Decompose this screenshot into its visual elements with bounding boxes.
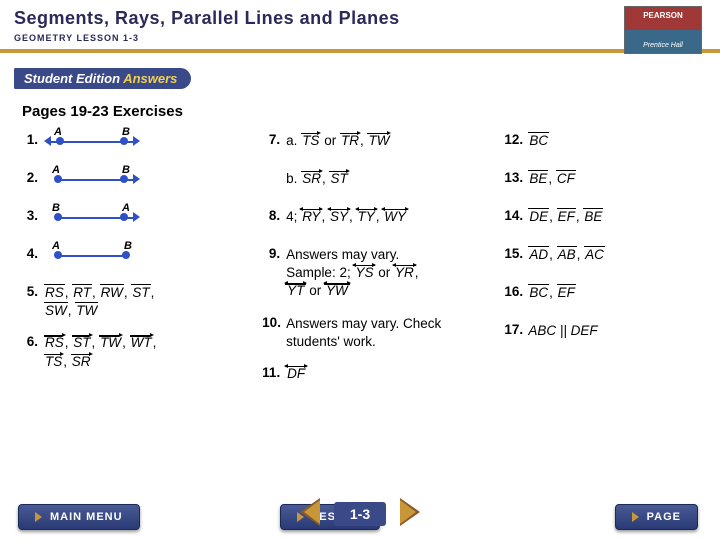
answer-8: 4; RY, SY, TY, WY: [286, 208, 492, 226]
answer-15: AD, AB, AC: [528, 246, 700, 264]
title-underline: [0, 49, 720, 53]
exercise-2: 2. AB: [20, 170, 250, 194]
exercise-7b: b. SR, ST: [262, 170, 492, 194]
main-menu-button[interactable]: MAIN MENU: [18, 504, 140, 530]
exercise-10: 10. Answers may vary. Check students' wo…: [262, 315, 492, 351]
segment-diagram-AB: AB: [44, 246, 140, 264]
column-1: 1. AB 2. AB: [20, 132, 250, 403]
lesson-badge[interactable]: 1-3: [300, 492, 420, 536]
answer-7a: a. TS or TR, TW: [286, 132, 492, 150]
line-diagram-AB: AB: [44, 132, 140, 150]
exercise-1: 1. AB: [20, 132, 250, 156]
exercise-5: 5. RS, RT, RW, ST, SW, TW: [20, 284, 250, 320]
exercise-14: 14. DE, EF, BE: [504, 208, 700, 232]
section-title: Pages 19-23 Exercises: [22, 103, 720, 120]
answer-9: Answers may vary. Sample: 2; YS or YR, Y…: [286, 246, 492, 301]
slide: Segments, Rays, Parallel Lines and Plane…: [0, 0, 720, 540]
exercise-7a: 7. a. TS or TR, TW: [262, 132, 492, 156]
ray-diagram-AB: AB: [44, 170, 140, 188]
ray-diagram-BA: BA: [44, 208, 140, 226]
publisher-logo: PEARSON Prentice Hall: [624, 6, 702, 54]
lesson-number: 1-3: [334, 502, 386, 526]
exercises-content: 1. AB 2. AB: [0, 132, 720, 403]
exercise-3: 3. BA: [20, 208, 250, 232]
answer-13: BE, CF: [528, 170, 700, 188]
column-3: 12. BC 13. BE, CF 14. DE, EF, BE 15. AD,…: [504, 132, 700, 403]
answer-5: RS, RT, RW, ST, SW, TW: [44, 284, 250, 320]
exercise-13: 13. BE, CF: [504, 170, 700, 194]
exercise-4: 4. AB: [20, 246, 250, 270]
answer-16: BC, EF: [528, 284, 700, 302]
answer-6: RS, ST, TW, WT, TS, SR: [44, 334, 250, 370]
exercise-11: 11. DF: [262, 365, 492, 389]
exercise-12: 12. BC: [504, 132, 700, 156]
student-edition-banner: Student Edition Answers: [14, 68, 191, 89]
answer-7b: b. SR, ST: [286, 170, 492, 188]
exercise-15: 15. AD, AB, AC: [504, 246, 700, 270]
answer-10: Answers may vary. Check students' work.: [286, 315, 492, 351]
triangle-icon: [35, 512, 42, 522]
answer-11: DF: [286, 365, 492, 383]
answer-17: ABC || DEF: [528, 322, 700, 340]
column-2: 7. a. TS or TR, TW b. SR, ST 8. 4; RY, S…: [262, 132, 492, 403]
answer-12: BC: [528, 132, 700, 150]
logo-bottom-text: Prentice Hall: [625, 42, 701, 49]
header: Segments, Rays, Parallel Lines and Plane…: [0, 0, 720, 62]
triangle-icon: [632, 512, 639, 522]
exercise-6: 6. RS, ST, TW, WT, TS, SR: [20, 334, 250, 370]
answer-14: DE, EF, BE: [528, 208, 700, 226]
logo-top-text: PEARSON: [625, 11, 701, 20]
exercise-16: 16. BC, EF: [504, 284, 700, 308]
exercise-8: 8. 4; RY, SY, TY, WY: [262, 208, 492, 232]
exercise-9: 9. Answers may vary. Sample: 2; YS or YR…: [262, 246, 492, 301]
exercise-17: 17. ABC || DEF: [504, 322, 700, 346]
lesson-subtitle: GEOMETRY LESSON 1-3: [0, 29, 720, 43]
bottom-nav: MAIN MENU LESSON PAGE 1-3: [0, 494, 720, 540]
page-button[interactable]: PAGE: [615, 504, 698, 530]
page-title: Segments, Rays, Parallel Lines and Plane…: [0, 0, 720, 29]
